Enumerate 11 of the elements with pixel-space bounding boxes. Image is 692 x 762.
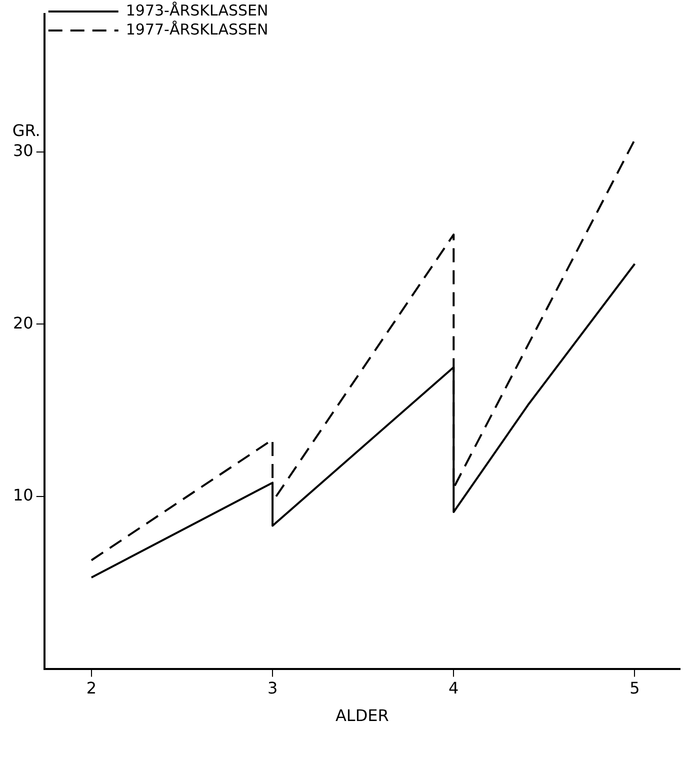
y-tick-label: 10 bbox=[13, 486, 34, 505]
x-tick-label: 2 bbox=[86, 678, 97, 698]
y-tick-label: 20 bbox=[13, 313, 34, 332]
y-tick-label: 30 bbox=[13, 141, 34, 160]
x-tick-label: 3 bbox=[267, 678, 278, 698]
legend-label: 1977-ÅRSKLASSEN bbox=[126, 20, 268, 38]
x-tick-label: 5 bbox=[630, 678, 640, 698]
x-tick-label: 4 bbox=[448, 678, 459, 698]
x-axis-title: ALDER bbox=[335, 706, 389, 725]
y-axis-title: GR. bbox=[12, 121, 40, 140]
legend-label: 1973-ÅRSKLASSEN bbox=[126, 1, 268, 20]
